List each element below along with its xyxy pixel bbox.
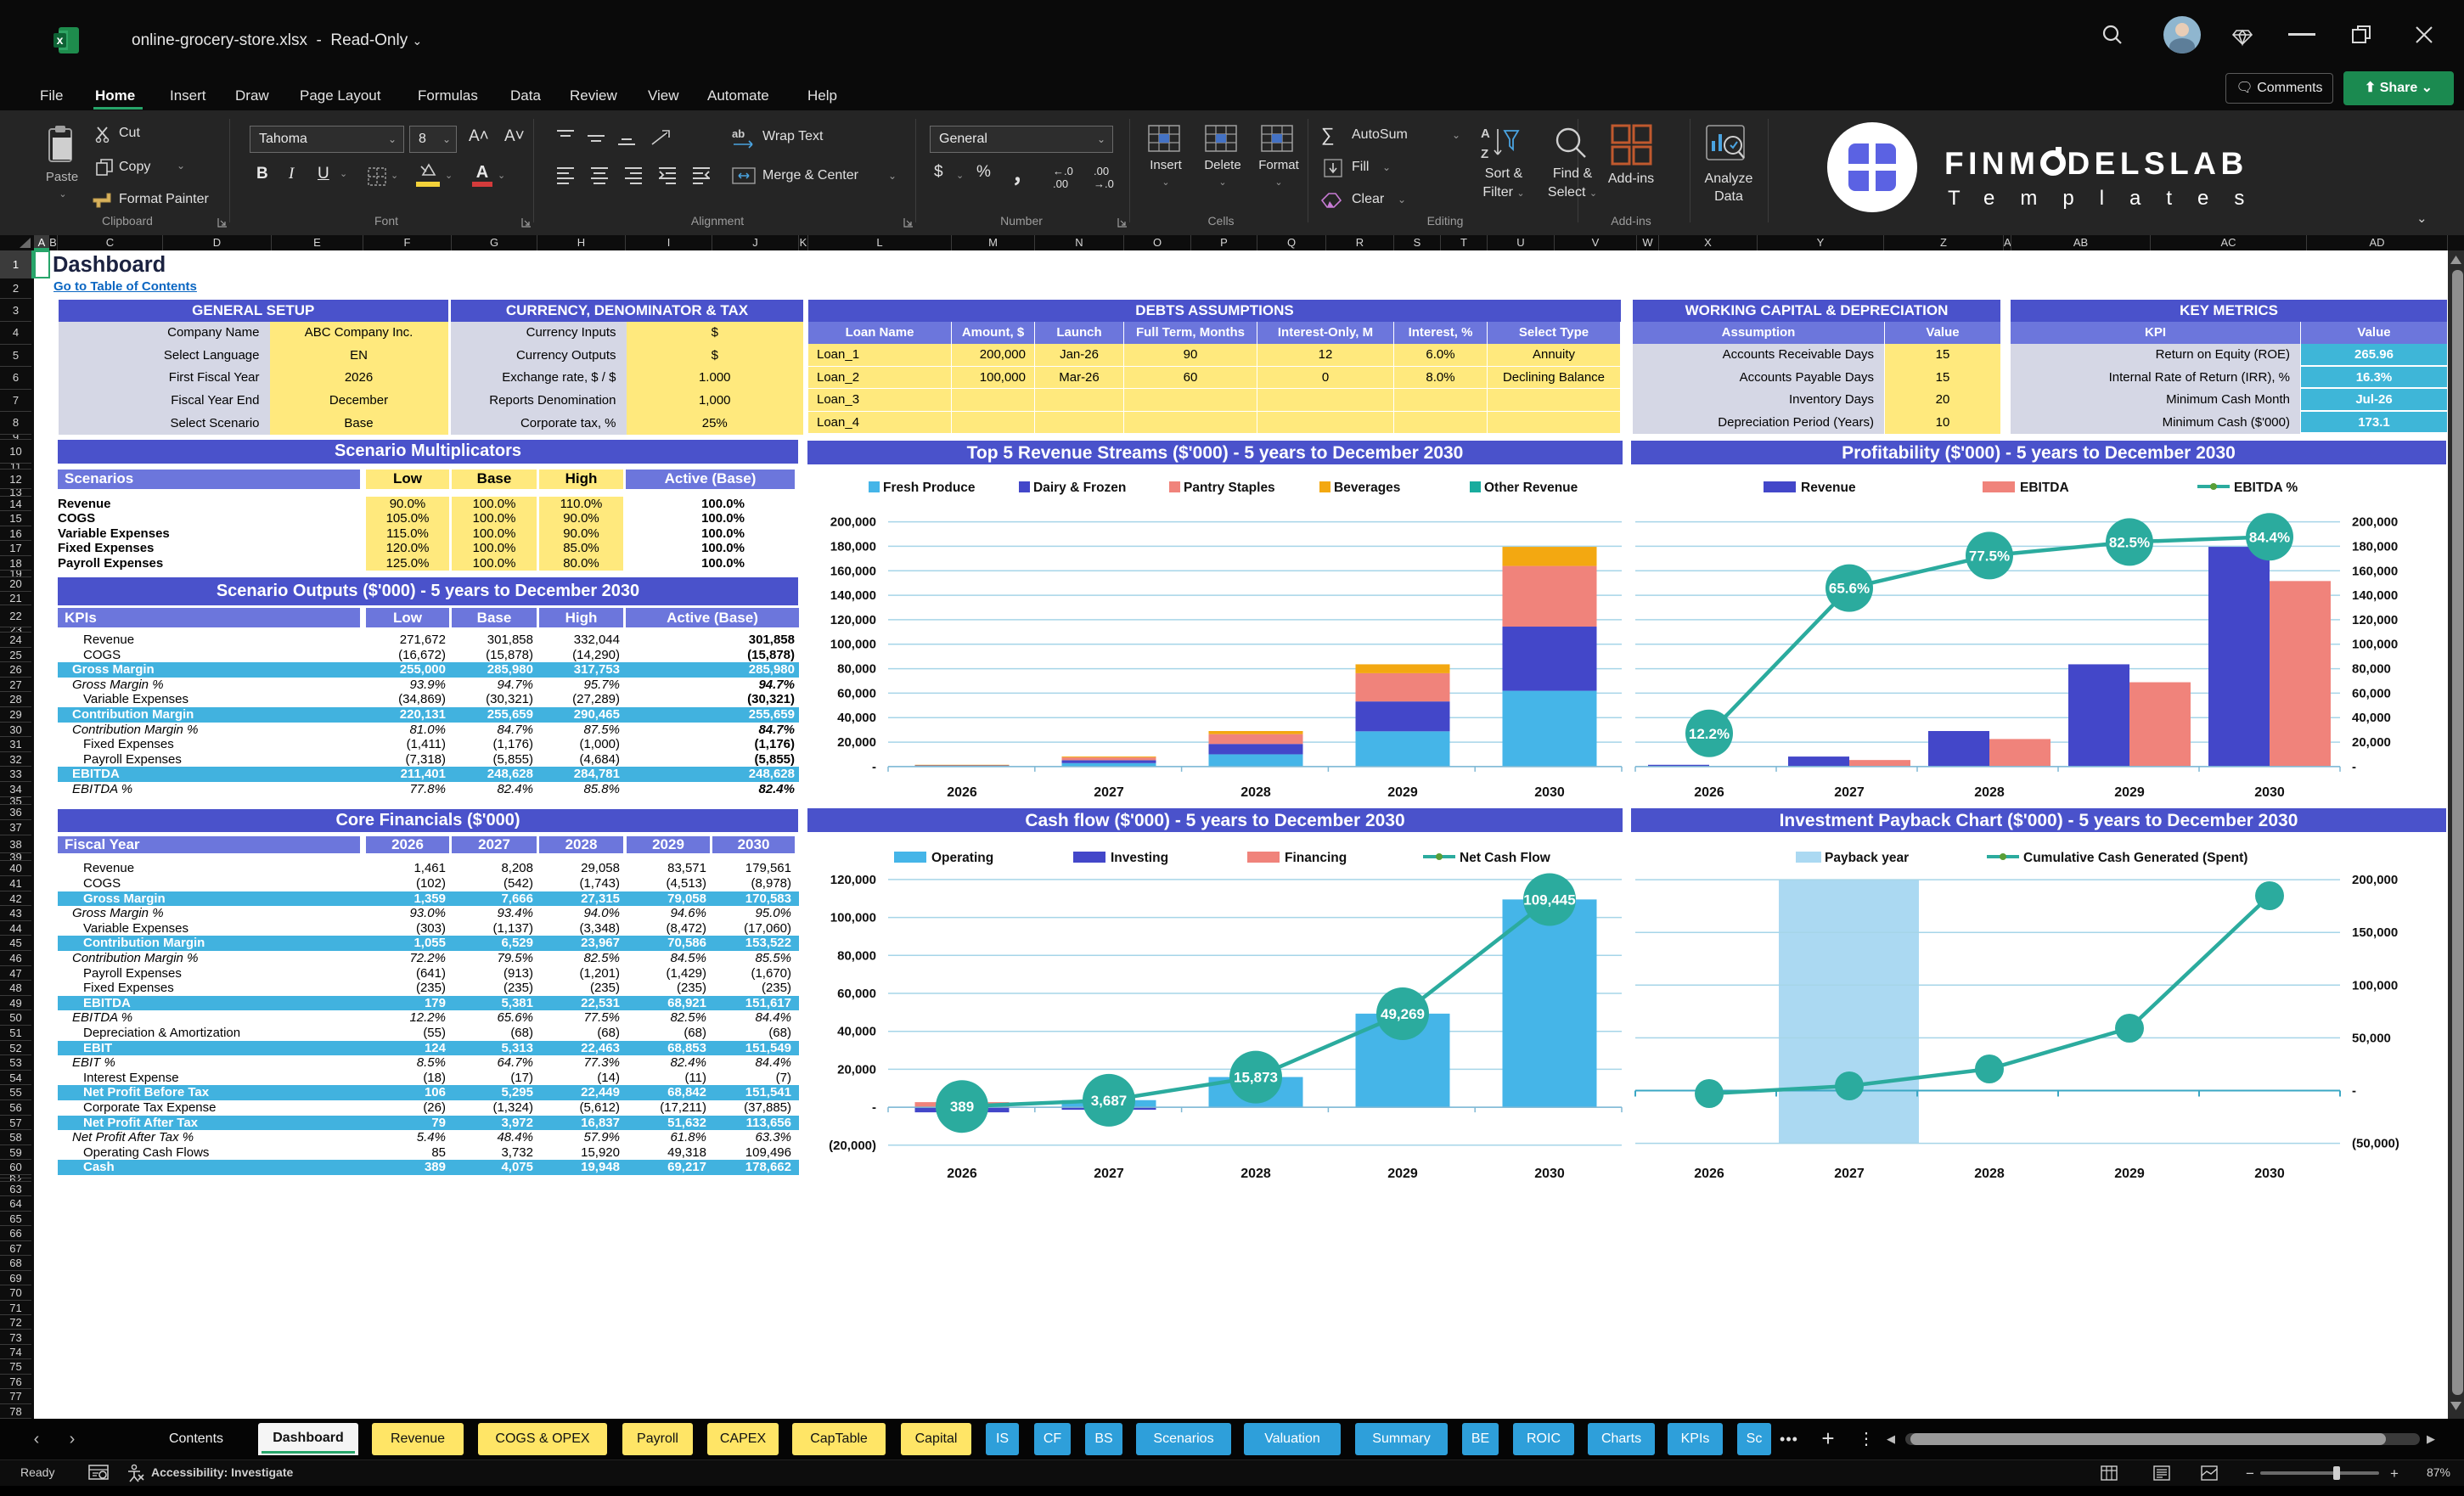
svg-text:180,000: 180,000 xyxy=(2352,539,2398,554)
svg-text:Beverages: Beverages xyxy=(1334,481,1400,495)
svg-text:100,000: 100,000 xyxy=(2352,978,2398,993)
svg-text:389: 389 xyxy=(950,1099,974,1115)
svg-text:2026: 2026 xyxy=(1694,785,1724,800)
svg-text:200,000: 200,000 xyxy=(830,515,876,530)
svg-text:109,445: 109,445 xyxy=(1523,892,1575,908)
svg-text:40,000: 40,000 xyxy=(837,1025,876,1039)
svg-text:Other Revenue: Other Revenue xyxy=(1484,481,1578,495)
svg-text:100,000: 100,000 xyxy=(830,911,876,925)
svg-text:2029: 2029 xyxy=(1387,785,1418,800)
svg-text:60,000: 60,000 xyxy=(837,987,876,1001)
svg-text:180,000: 180,000 xyxy=(830,539,876,554)
svg-text:2028: 2028 xyxy=(1974,785,2005,800)
svg-text:-: - xyxy=(2352,760,2356,774)
svg-text:-: - xyxy=(2352,1084,2356,1099)
svg-text:2030: 2030 xyxy=(2254,1167,2285,1181)
svg-text:Cumulative Cash Generated (Spe: Cumulative Cash Generated (Spent) xyxy=(2023,851,2247,865)
svg-text:EBITDA: EBITDA xyxy=(2020,481,2069,495)
svg-text:(50,000): (50,000) xyxy=(2352,1137,2399,1151)
svg-text:(20,000): (20,000) xyxy=(829,1139,876,1153)
svg-text:140,000: 140,000 xyxy=(2352,588,2398,603)
svg-text:84.4%: 84.4% xyxy=(2249,529,2290,545)
svg-text:80,000: 80,000 xyxy=(837,948,876,963)
svg-text:100,000: 100,000 xyxy=(830,638,876,652)
svg-text:Top 5 Revenue Streams ($'000): Top 5 Revenue Streams ($'000) - 5 years … xyxy=(967,443,1464,463)
svg-text:Investing: Investing xyxy=(1111,851,1168,865)
svg-text:Z: Z xyxy=(1481,147,1488,161)
svg-text:2029: 2029 xyxy=(1387,1167,1418,1181)
svg-text:120,000: 120,000 xyxy=(830,613,876,627)
svg-text:ab: ab xyxy=(732,127,745,140)
svg-text:49,269: 49,269 xyxy=(1381,1006,1425,1022)
svg-text:2026: 2026 xyxy=(947,785,977,800)
svg-text:Profitability ($'000) - 5 year: Profitability ($'000) - 5 years to Decem… xyxy=(1842,443,2236,463)
svg-text:40,000: 40,000 xyxy=(2352,711,2391,725)
svg-text:82.5%: 82.5% xyxy=(2109,534,2150,550)
svg-text:80,000: 80,000 xyxy=(2352,662,2391,677)
svg-text:Net Cash Flow: Net Cash Flow xyxy=(1460,851,1551,865)
svg-text:20,000: 20,000 xyxy=(837,1062,876,1077)
svg-text:Operating: Operating xyxy=(931,851,993,865)
svg-text:Cash flow ($'000) - 5 years to: Cash flow ($'000) - 5 years to December … xyxy=(1025,811,1404,830)
svg-text:100,000: 100,000 xyxy=(2352,638,2398,652)
svg-text:20,000: 20,000 xyxy=(837,735,876,750)
svg-text:A: A xyxy=(1481,127,1490,141)
svg-text:EBITDA %: EBITDA % xyxy=(2234,481,2298,495)
svg-text:Fresh Produce: Fresh Produce xyxy=(883,481,976,495)
svg-text:200,000: 200,000 xyxy=(2352,515,2398,530)
svg-text:Revenue: Revenue xyxy=(1801,481,1856,495)
svg-text:60,000: 60,000 xyxy=(2352,686,2391,700)
svg-text:2027: 2027 xyxy=(1094,785,1124,800)
svg-text:Pantry Staples: Pantry Staples xyxy=(1184,481,1275,495)
svg-text:80,000: 80,000 xyxy=(837,662,876,677)
svg-text:50,000: 50,000 xyxy=(2352,1031,2391,1045)
svg-text:Investment Payback Chart ($'00: Investment Payback Chart ($'000) - 5 yea… xyxy=(1780,811,2298,830)
svg-text:2027: 2027 xyxy=(1834,1167,1865,1181)
svg-text:Dairy & Frozen: Dairy & Frozen xyxy=(1033,481,1126,495)
svg-text:-: - xyxy=(872,760,876,774)
svg-text:12.2%: 12.2% xyxy=(1689,726,1730,742)
svg-text:20,000: 20,000 xyxy=(2352,735,2391,750)
svg-text:60,000: 60,000 xyxy=(837,686,876,700)
svg-text:2026: 2026 xyxy=(1694,1167,1724,1181)
svg-text:2028: 2028 xyxy=(1240,785,1271,800)
svg-text:15,873: 15,873 xyxy=(1234,1070,1278,1086)
svg-text:120,000: 120,000 xyxy=(2352,613,2398,627)
svg-text:2027: 2027 xyxy=(1094,1167,1124,1181)
svg-text:2027: 2027 xyxy=(1834,785,1865,800)
svg-text:2029: 2029 xyxy=(2114,1167,2145,1181)
svg-text:65.6%: 65.6% xyxy=(1829,581,1870,597)
svg-text:160,000: 160,000 xyxy=(2352,564,2398,578)
svg-text:160,000: 160,000 xyxy=(830,564,876,578)
svg-text:2028: 2028 xyxy=(1974,1167,2005,1181)
svg-text:2030: 2030 xyxy=(1534,1167,1565,1181)
svg-text:2030: 2030 xyxy=(2254,785,2285,800)
svg-text:2028: 2028 xyxy=(1240,1167,1271,1181)
svg-text:2030: 2030 xyxy=(1534,785,1565,800)
svg-text:40,000: 40,000 xyxy=(837,711,876,725)
svg-text:120,000: 120,000 xyxy=(830,873,876,887)
svg-text:3,687: 3,687 xyxy=(1091,1093,1128,1109)
svg-text:Payback year: Payback year xyxy=(1825,851,1909,865)
svg-text:2026: 2026 xyxy=(947,1167,977,1181)
svg-text:-: - xyxy=(872,1100,876,1115)
svg-text:150,000: 150,000 xyxy=(2352,925,2398,940)
svg-text:2029: 2029 xyxy=(2114,785,2145,800)
svg-text:140,000: 140,000 xyxy=(830,588,876,603)
svg-text:200,000: 200,000 xyxy=(2352,873,2398,887)
svg-text:77.5%: 77.5% xyxy=(1969,548,2010,564)
svg-text:Financing: Financing xyxy=(1285,851,1347,865)
